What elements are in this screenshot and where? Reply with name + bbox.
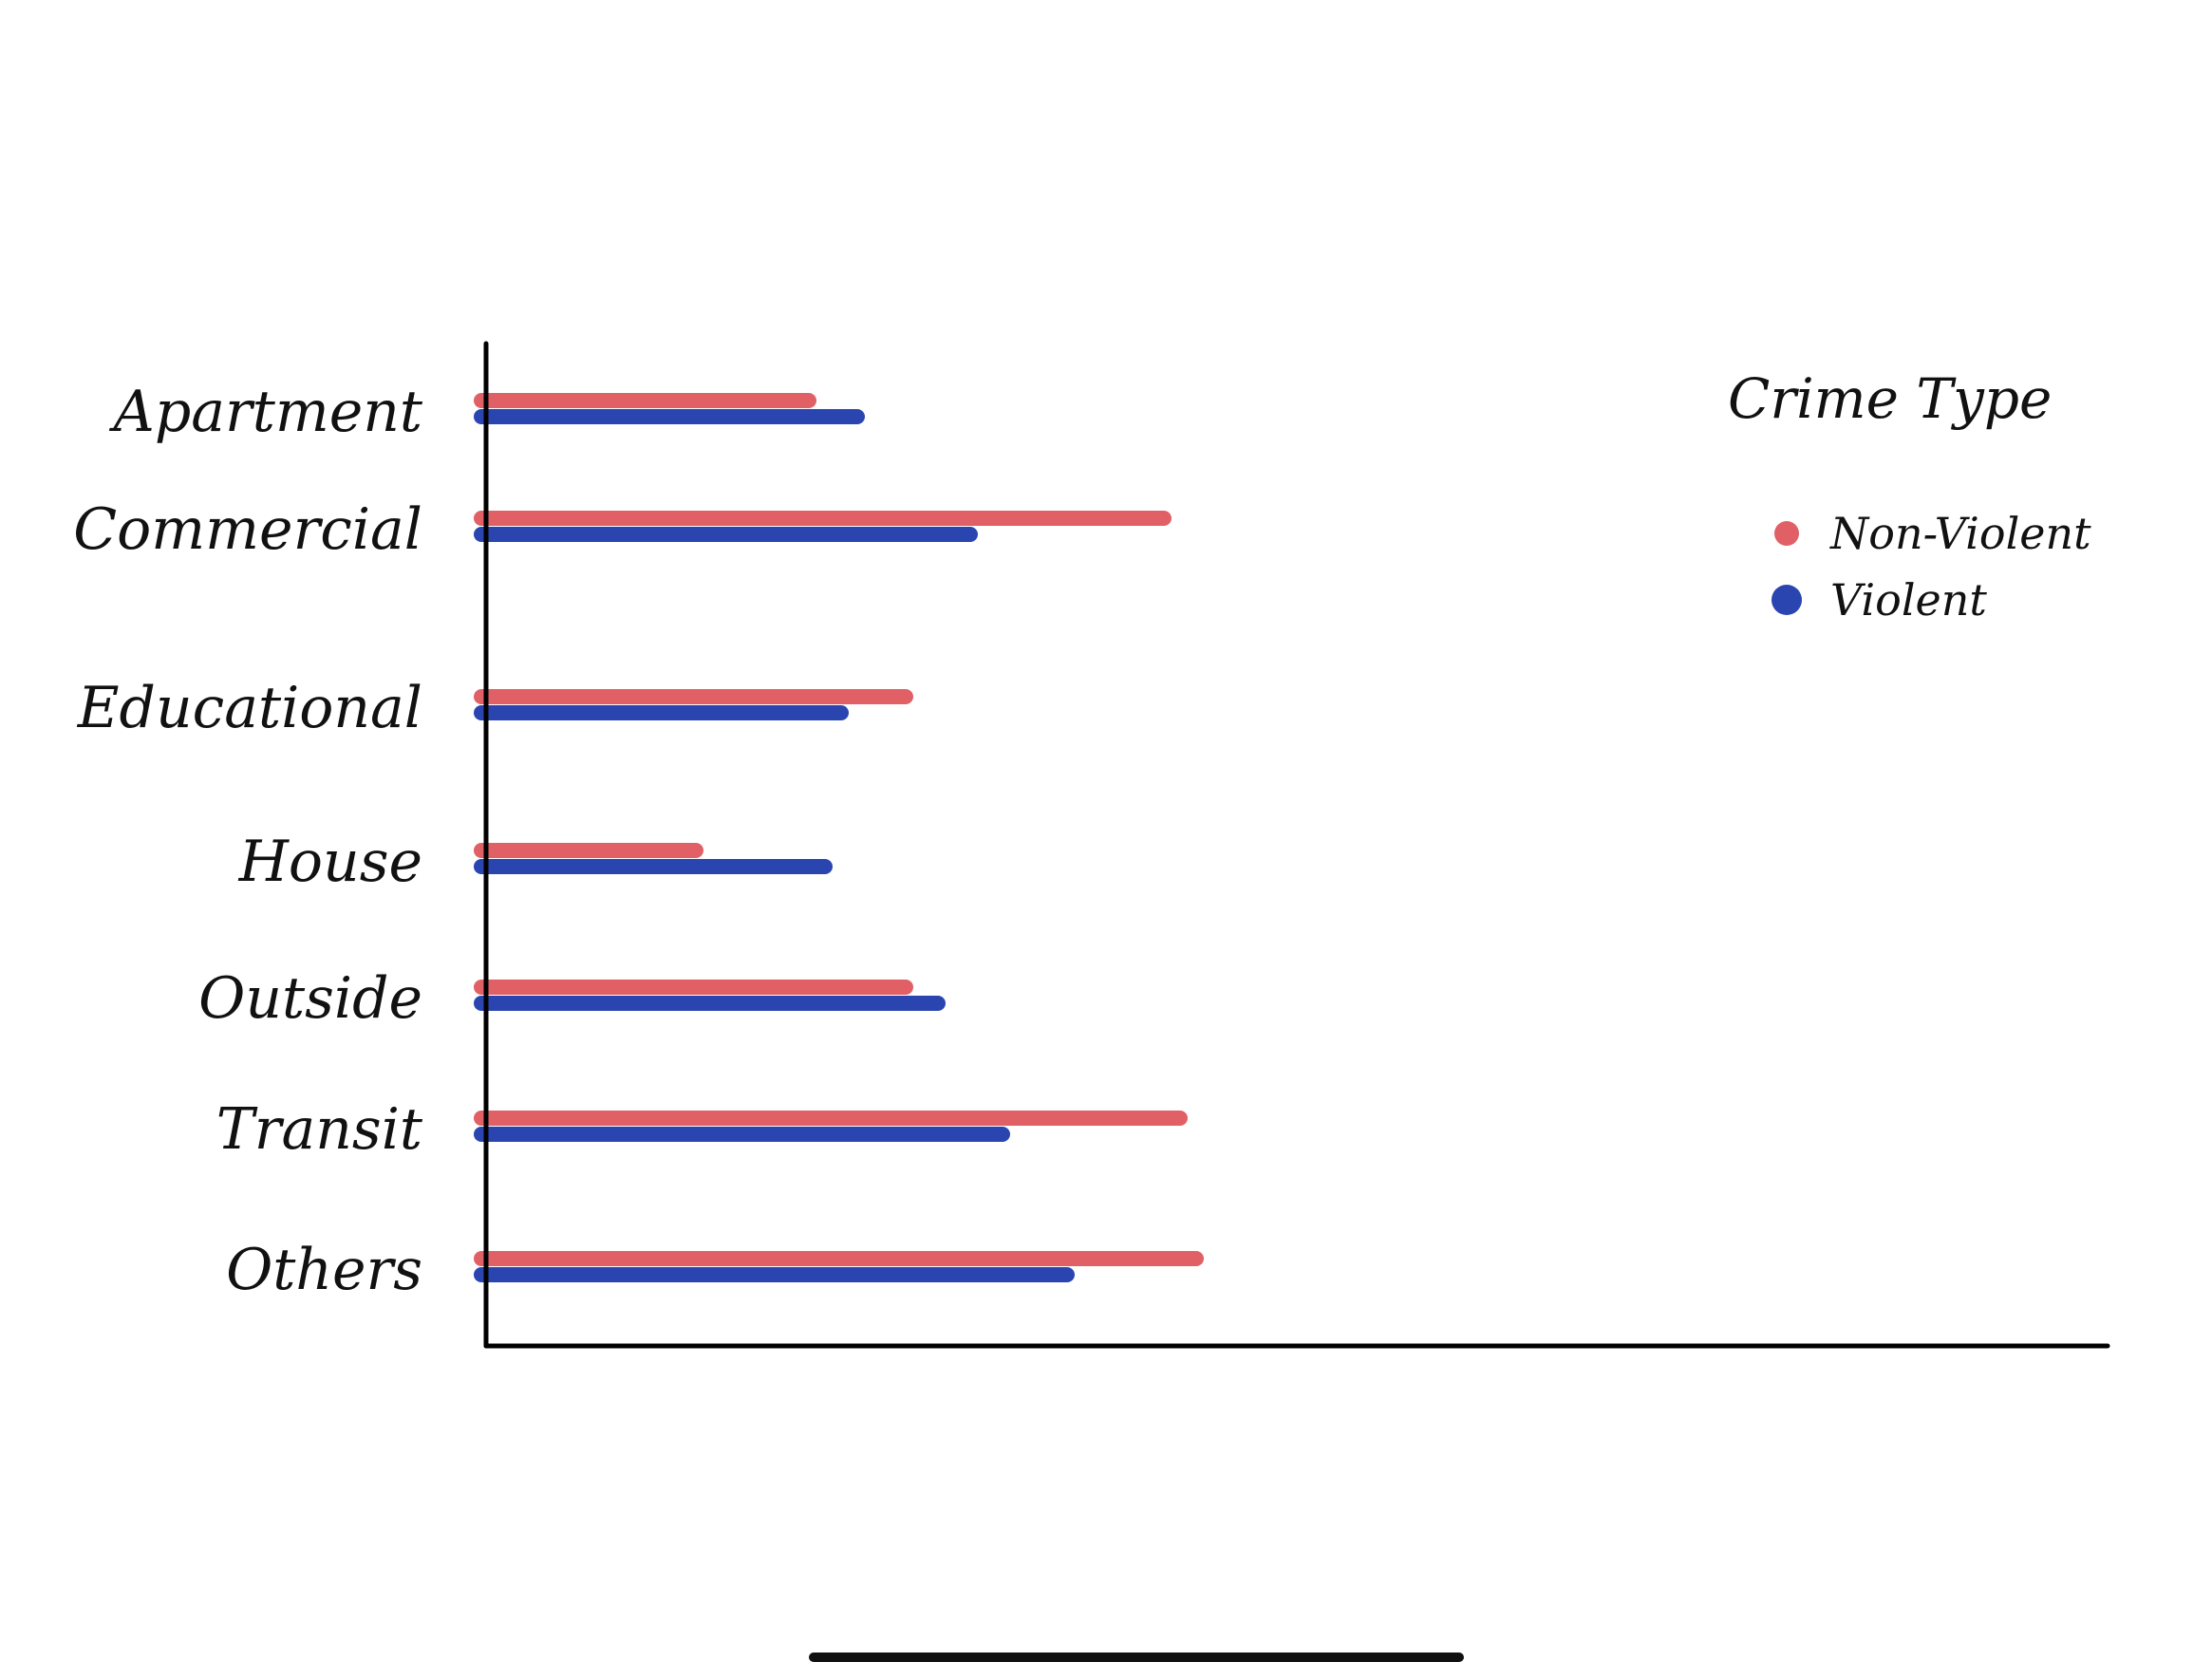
legend-title: Crime Type [1728,366,2052,431]
bars-group [474,393,1204,1282]
legend: Crime Type Non-Violent Violent [1728,366,2091,626]
category-label-educational: Educational [77,675,422,741]
category-label-outside: Outside [198,965,422,1032]
home-indicator-bar [809,1653,1464,1662]
legend-swatch-non-violent [1774,521,1799,546]
category-label-commercial: Commercial [73,496,422,563]
category-label-apartment: Apartment [109,379,423,445]
legend-label-non-violent: Non-Violent [1829,508,2091,559]
category-label-others: Others [226,1237,422,1303]
legend-swatch-violent [1771,585,1802,615]
category-label-house: House [238,829,422,895]
category-labels: Apartment Commercial Educational House Outsi… [73,379,423,1303]
legend-items: Non-Violent Violent [1771,508,2091,626]
legend-label-violent: Violent [1830,574,1987,626]
category-label-transit: Transit [216,1096,423,1163]
